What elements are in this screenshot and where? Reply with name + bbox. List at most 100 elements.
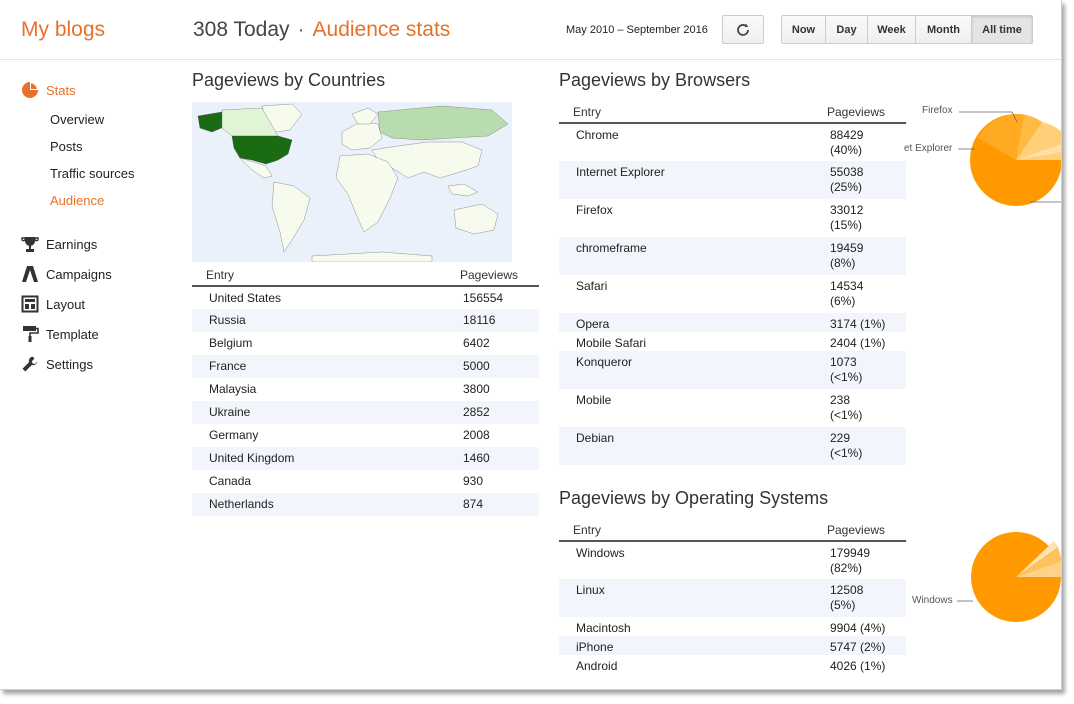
table-row[interactable]: Ukraine 2852 bbox=[192, 401, 539, 424]
table-row[interactable]: iPhone 5747 (2%) bbox=[559, 636, 906, 655]
table-row[interactable]: chromeframe 19459 (8%) bbox=[559, 237, 906, 275]
refresh-icon bbox=[737, 23, 749, 36]
sidebar-item-layout[interactable]: Layout bbox=[20, 294, 85, 314]
table-row[interactable]: Netherlands 874 bbox=[192, 493, 539, 516]
cell-entry: Firefox bbox=[576, 203, 613, 217]
browsers-section-title: Pageviews by Browsers bbox=[559, 70, 751, 90]
app-window: My blogs 308 Today · Audience stats May 20… bbox=[0, 0, 1062, 690]
pageviews-percent: (8%) bbox=[830, 256, 856, 270]
paint-roller-icon bbox=[20, 324, 40, 344]
world-map[interactable] bbox=[192, 102, 512, 262]
table-row[interactable]: Linux 12508 (5%) bbox=[559, 579, 906, 617]
sidebar-item-earnings[interactable]: Earnings bbox=[20, 234, 97, 254]
range-month-button[interactable]: Month bbox=[916, 15, 972, 44]
sidebar-item-overview[interactable]: Overview bbox=[50, 112, 105, 127]
table-row[interactable]: Malaysia 3800 bbox=[192, 378, 539, 401]
table-row[interactable]: Firefox 33012 (15%) bbox=[559, 199, 906, 237]
cell-entry: Malaysia bbox=[209, 382, 257, 396]
table-row[interactable]: Germany 2008 bbox=[192, 424, 539, 447]
table-row[interactable]: Macintosh 9904 (4%) bbox=[559, 617, 906, 636]
pie-label-windows: Windows bbox=[912, 595, 953, 606]
range-now-button[interactable]: Now bbox=[781, 15, 826, 44]
table-row[interactable]: Canada 930 bbox=[192, 470, 539, 493]
pageviews-value: 4026 (1%) bbox=[830, 659, 886, 673]
sidebar-item-traffic-sources[interactable]: Traffic sources bbox=[50, 166, 135, 181]
pageviews-value: 55038 bbox=[830, 165, 864, 179]
pageviews-value: 2404 (1%) bbox=[830, 336, 886, 350]
pageviews-value: 19459 bbox=[830, 241, 864, 255]
pageviews-value: 156554 bbox=[463, 291, 504, 305]
table-row[interactable]: Mobile 238 (<1%) bbox=[559, 389, 906, 427]
cell-entry: Android bbox=[576, 659, 618, 673]
sidebar-item-campaigns[interactable]: Campaigns bbox=[20, 264, 112, 284]
refresh-button[interactable] bbox=[722, 15, 764, 44]
sidebar-item-stats[interactable]: Stats bbox=[20, 80, 76, 100]
table-row[interactable]: Windows 179949 (82%) bbox=[559, 541, 906, 579]
table-header-row: Entry Pageviews bbox=[559, 102, 906, 124]
pie-chart-icon bbox=[20, 80, 40, 100]
cell-entry: Mobile bbox=[576, 393, 612, 407]
cell-pageviews: 2852 bbox=[446, 401, 539, 424]
range-all-time-button[interactable]: All time bbox=[972, 15, 1033, 44]
cell-pageviews: 12508 (5%) bbox=[813, 579, 906, 617]
sidebar-item-settings[interactable]: Settings bbox=[20, 354, 93, 374]
pageviews-value: 5000 bbox=[463, 359, 490, 373]
pageviews-percent: (82%) bbox=[830, 561, 863, 575]
cell-entry: United Kingdom bbox=[192, 447, 446, 470]
table-row[interactable]: Safari 14534 (6%) bbox=[559, 275, 906, 313]
sidebar-item-posts[interactable]: Posts bbox=[50, 139, 83, 154]
table-row[interactable]: Internet Explorer 55038 (25%) bbox=[559, 161, 906, 199]
column-header-pageviews[interactable]: Pageviews bbox=[813, 102, 906, 124]
cell-pageviews: 1073 (<1%) bbox=[813, 351, 906, 389]
column-header-entry[interactable]: Entry bbox=[192, 265, 446, 287]
column-header-pageviews[interactable]: Pageviews bbox=[813, 520, 906, 542]
table-row[interactable]: Russia 18116 bbox=[192, 309, 539, 332]
table-row[interactable]: United States 156554 bbox=[192, 286, 539, 309]
pageviews-value: 5747 (2%) bbox=[830, 640, 886, 654]
os-pie-chart[interactable] bbox=[970, 531, 1062, 623]
sidebar-item-label: Stats bbox=[46, 82, 76, 98]
cell-entry: Netherlands bbox=[192, 493, 446, 516]
column-header-pageviews[interactable]: Pageviews bbox=[446, 265, 539, 287]
pie-label-internet-explorer: et Explorer bbox=[904, 143, 953, 154]
pageviews-value: 229 bbox=[830, 431, 851, 445]
table-row[interactable]: Opera 3174 (1%) bbox=[559, 313, 906, 332]
pageviews-value: 2852 bbox=[463, 405, 490, 419]
today-count: 308 Today bbox=[193, 18, 290, 41]
countries-section-title: Pageviews by Countries bbox=[192, 70, 386, 90]
cell-entry: Opera bbox=[559, 313, 813, 332]
cell-entry: Konqueror bbox=[559, 351, 813, 389]
cell-entry: United States bbox=[209, 291, 282, 305]
table-row[interactable]: Debian 229 (<1%) bbox=[559, 427, 906, 465]
pageviews-value: 18116 bbox=[463, 313, 496, 327]
table-header-row: Entry Pageviews bbox=[192, 265, 539, 287]
pageviews-value: 1073 bbox=[830, 355, 857, 369]
column-header-entry[interactable]: Entry bbox=[559, 520, 813, 542]
cell-pageviews: 930 bbox=[446, 470, 539, 493]
pie-leader-lines bbox=[958, 111, 1061, 203]
range-week-button[interactable]: Week bbox=[868, 15, 916, 44]
table-row[interactable]: Android 4026 (1%) bbox=[559, 655, 906, 674]
pageviews-value: 3800 bbox=[463, 382, 490, 396]
range-day-button[interactable]: Day bbox=[826, 15, 868, 44]
pageviews-value: 238 bbox=[830, 393, 851, 407]
column-header-entry[interactable]: Entry bbox=[559, 102, 813, 124]
cell-pageviews: 19459 (8%) bbox=[813, 237, 906, 275]
sidebar-item-label: Layout bbox=[46, 296, 86, 312]
table-row[interactable]: France 5000 bbox=[192, 355, 539, 378]
cell-pageviews: 4026 (1%) bbox=[813, 655, 906, 674]
browsers-pie-chart[interactable] bbox=[968, 112, 1062, 208]
my-blogs-link[interactable]: My blogs bbox=[21, 18, 106, 41]
table-row[interactable]: Chrome 88429 (40%) bbox=[559, 123, 906, 161]
pageviews-value: 14534 bbox=[830, 279, 864, 293]
table-row[interactable]: Mobile Safari 2404 (1%) bbox=[559, 332, 906, 351]
cell-pageviews: 1460 bbox=[446, 447, 539, 470]
table-row[interactable]: Konqueror 1073 (<1%) bbox=[559, 351, 906, 389]
sidebar-item-audience[interactable]: Audience bbox=[50, 193, 105, 208]
table-row[interactable]: Belgium 6402 bbox=[192, 332, 539, 355]
sidebar-item-template[interactable]: Template bbox=[20, 324, 99, 344]
countries-table: Entry Pageviews United States 156554 Russi… bbox=[192, 265, 539, 516]
pageviews-percent: (25%) bbox=[830, 180, 863, 194]
table-row[interactable]: United Kingdom 1460 bbox=[192, 447, 539, 470]
cell-entry: Ukraine bbox=[192, 401, 446, 424]
